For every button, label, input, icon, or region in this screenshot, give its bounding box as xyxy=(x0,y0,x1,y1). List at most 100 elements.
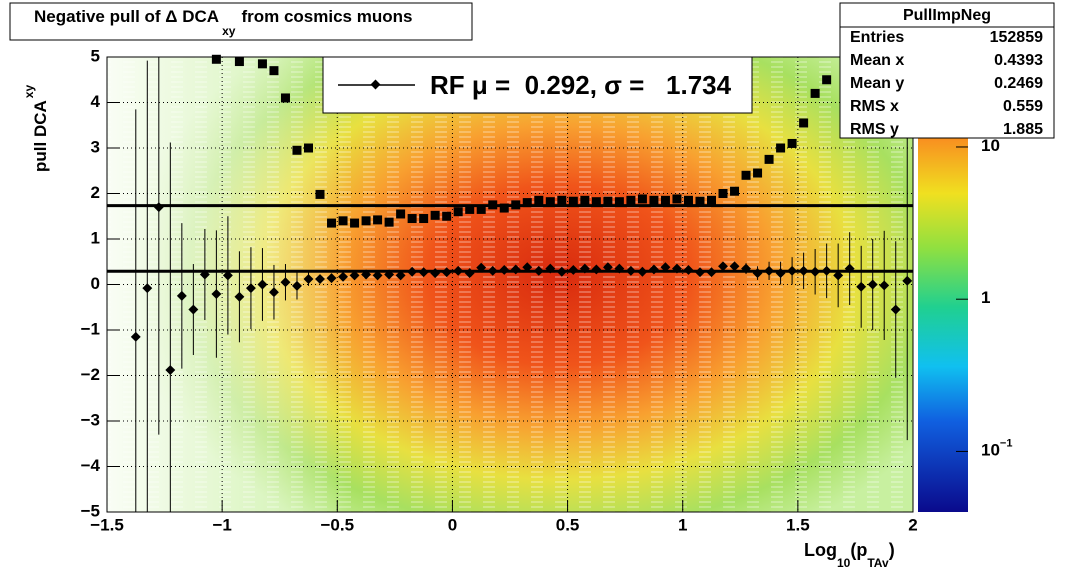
square-marker xyxy=(741,170,751,180)
diamond-marker xyxy=(568,264,579,275)
stats-label: RMS y xyxy=(850,121,899,138)
diamond-marker xyxy=(522,262,533,273)
diamond-marker xyxy=(556,266,567,277)
square-marker xyxy=(683,195,693,205)
x-label-sub: 10 xyxy=(837,556,851,568)
diamond-marker xyxy=(453,265,464,276)
square-marker xyxy=(280,93,290,103)
diamond-marker xyxy=(683,264,694,275)
chart-title: Negative pull of Δ DCAxy from cosmics muo… xyxy=(34,7,412,38)
diamond-marker xyxy=(326,273,337,284)
y-tick-label: 4 xyxy=(91,92,101,111)
z-tick-base: 10 xyxy=(981,136,1000,155)
y-axis-label: pull DCAxy xyxy=(22,85,50,172)
diamond-marker xyxy=(672,263,682,274)
square-marker xyxy=(534,195,544,205)
diamond-marker xyxy=(706,267,717,278)
x-label-mid: (p xyxy=(850,540,867,560)
diamond-marker xyxy=(867,279,878,290)
square-marker xyxy=(707,195,716,205)
diamond-marker xyxy=(280,277,291,288)
legend-text: RF μ = 0.292, σ = 1.734 xyxy=(430,70,732,100)
diamond-marker xyxy=(476,262,487,273)
diamond-marker xyxy=(798,265,809,276)
diamond-marker xyxy=(384,269,395,280)
square-marker xyxy=(557,195,567,205)
y-tick-label: 3 xyxy=(91,137,100,156)
title-box xyxy=(9,2,473,41)
square-marker xyxy=(672,194,682,204)
stats-value: 0.2469 xyxy=(994,75,1043,92)
diamond-marker xyxy=(407,266,418,277)
square-marker xyxy=(488,200,498,210)
square-marker xyxy=(384,217,394,227)
x-tick-label: −1 xyxy=(212,515,231,534)
square-marker xyxy=(810,88,820,98)
z-tick-exponent: −1 xyxy=(1000,437,1013,449)
stats-label: Mean x xyxy=(850,52,904,69)
diamond-marker xyxy=(361,269,372,280)
stats-label: Entries xyxy=(850,29,904,46)
square-marker xyxy=(315,189,325,199)
square-marker xyxy=(327,218,337,228)
square-marker xyxy=(453,207,463,217)
diamond-marker xyxy=(211,289,222,300)
x-tick-label: 0.5 xyxy=(556,515,580,534)
square-marker xyxy=(522,198,532,208)
x-label-text: Log xyxy=(804,540,837,560)
z-tick-label: 1 xyxy=(981,289,990,308)
square-marker xyxy=(637,194,647,204)
x-tick-label: 2 xyxy=(908,515,917,534)
stats-box xyxy=(839,2,1055,139)
diamond-marker xyxy=(188,304,199,315)
diamond-marker xyxy=(729,261,740,272)
diamond-marker xyxy=(441,267,452,278)
square-marker xyxy=(257,59,267,69)
diamond-marker xyxy=(764,265,775,276)
square-marker xyxy=(568,196,578,206)
x-axis-label: Log10(pTAv) xyxy=(804,540,895,568)
x-tick-label: 1.5 xyxy=(786,515,810,534)
title-sub: xy xyxy=(222,24,236,38)
square-marker xyxy=(776,143,786,153)
diamond-marker xyxy=(245,283,256,294)
square-marker xyxy=(799,118,809,128)
square-marker xyxy=(603,196,613,206)
square-marker xyxy=(626,195,636,205)
diamond-marker xyxy=(418,267,429,278)
diamond-marker xyxy=(637,266,648,277)
x-tick-label: −1.5 xyxy=(90,515,124,534)
diamond-marker xyxy=(579,263,590,274)
diamond-marker xyxy=(234,291,245,302)
y-tick-label: −4 xyxy=(81,456,101,475)
square-marker xyxy=(292,145,302,155)
square-marker xyxy=(649,195,659,205)
square-marker xyxy=(396,209,406,219)
stats-title: PullImpNeg xyxy=(903,7,991,24)
square-marker xyxy=(787,138,797,148)
diamond-marker xyxy=(257,279,268,290)
stats-value: 152859 xyxy=(990,29,1043,46)
y-label-text: pull DCA xyxy=(31,100,50,172)
square-marker xyxy=(350,218,360,228)
diamond-marker xyxy=(222,270,233,281)
square-marker xyxy=(442,211,452,221)
diamond-marker xyxy=(752,268,763,279)
diamond-marker xyxy=(741,263,751,274)
y-tick-label: 1 xyxy=(91,228,100,247)
y-tick-label: 0 xyxy=(91,274,100,293)
square-marker xyxy=(718,189,728,198)
y-tick-label: −2 xyxy=(81,365,100,384)
square-marker xyxy=(465,204,475,214)
square-marker xyxy=(269,66,279,76)
stats-value: 0.559 xyxy=(1003,98,1043,115)
diamond-marker xyxy=(695,267,705,278)
diamond-marker xyxy=(464,268,475,279)
diamond-marker xyxy=(902,275,913,286)
x-tick-label: −0.5 xyxy=(321,515,355,534)
diamond-marker xyxy=(856,281,867,292)
y-tick-label: −1 xyxy=(81,319,100,338)
diamond-marker xyxy=(395,270,406,281)
diamond-marker xyxy=(602,262,613,273)
